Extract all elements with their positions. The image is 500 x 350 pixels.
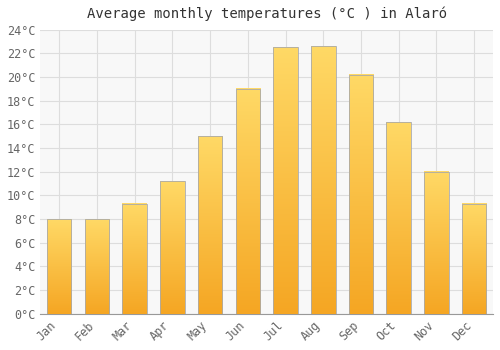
Bar [274,47,298,314]
Bar [198,136,222,314]
Bar [386,122,411,314]
Title: Average monthly temperatures (°C ) in Alaró: Average monthly temperatures (°C ) in Al… [86,7,446,21]
Bar [462,204,486,314]
Bar [348,75,374,314]
Bar [47,219,72,314]
Bar [160,181,184,314]
Bar [122,204,147,314]
Bar [236,89,260,314]
Bar [311,46,336,314]
Bar [424,172,448,314]
Bar [84,219,109,314]
